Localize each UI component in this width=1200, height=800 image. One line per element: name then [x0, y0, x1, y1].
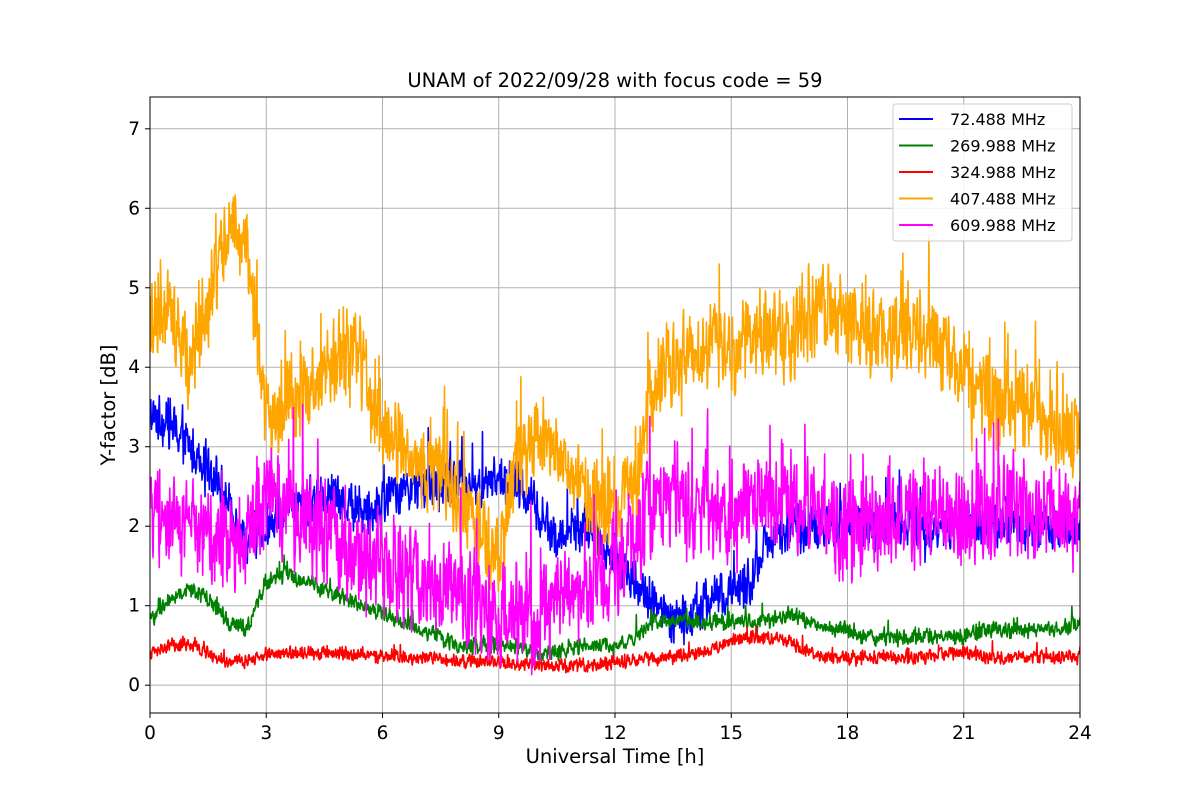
x-tick-label: 9 — [493, 723, 505, 744]
series-line — [150, 554, 1080, 664]
legend-entry: 609.988 MHz — [950, 216, 1055, 235]
y-axis-label: Y-factor [dB] — [97, 345, 120, 467]
y-tick-label: 7 — [128, 119, 140, 140]
x-axis: 0 3 6 9 12 15 18 21 24 — [144, 713, 1092, 744]
legend-box — [892, 103, 1073, 242]
y-tick-label: 4 — [128, 357, 140, 378]
y-tick-label: 1 — [128, 596, 140, 617]
x-tick-label: 6 — [377, 723, 389, 744]
y-tick-label: 6 — [128, 198, 140, 219]
series-line — [150, 403, 1080, 676]
x-axis-label: Universal Time [h] — [526, 745, 705, 768]
series-line — [150, 194, 1080, 593]
chart-title: UNAM of 2022/09/28 with focus code = 59 — [407, 69, 822, 92]
x-tick-label: 0 — [144, 723, 156, 744]
x-tick-label: 18 — [836, 723, 860, 744]
x-tick-label: 24 — [1068, 723, 1092, 744]
y-tick-label: 2 — [128, 516, 140, 537]
x-tick-label: 12 — [603, 723, 627, 744]
y-tick-label: 5 — [128, 278, 140, 299]
legend: 72.488 MHz 269.988 MHz 324.988 MHz 407.488 … — [892, 103, 1073, 242]
x-tick-label: 15 — [719, 723, 743, 744]
legend-entry: 269.988 MHz — [950, 137, 1055, 156]
y-tick-label: 0 — [128, 675, 140, 696]
legend-entry: 407.488 MHz — [950, 190, 1055, 209]
x-tick-label: 21 — [952, 723, 976, 744]
y-tick-label: 3 — [128, 437, 140, 458]
legend-entry: 72.488 MHz — [950, 110, 1045, 129]
series-line — [150, 625, 1080, 674]
legend-entry: 324.988 MHz — [950, 163, 1055, 182]
series-layer — [150, 194, 1080, 676]
x-tick-label: 3 — [260, 723, 272, 744]
y-axis: 0 1 2 3 4 5 6 7 — [128, 119, 150, 696]
